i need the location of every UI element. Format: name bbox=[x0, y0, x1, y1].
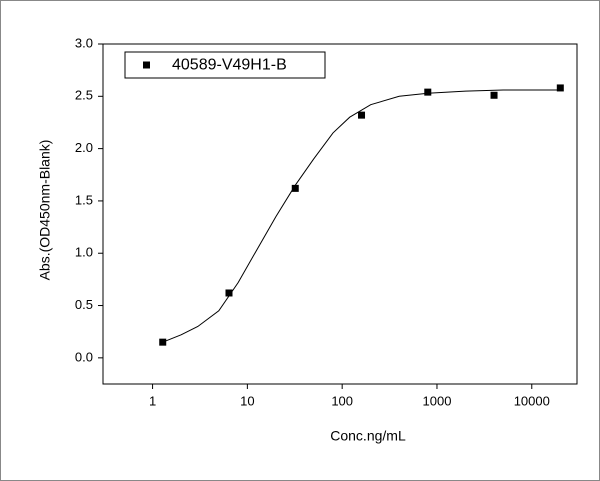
x-tick-label: 10000 bbox=[514, 393, 550, 408]
y-tick-label: 1.5 bbox=[75, 192, 93, 207]
y-axis-label: Abs.(OD450nm-Blank) bbox=[37, 140, 53, 281]
data-point bbox=[291, 184, 299, 192]
x-axis-label: Conc.ng/mL bbox=[330, 428, 406, 444]
y-tick-label: 2.0 bbox=[75, 140, 93, 155]
fit-curve bbox=[162, 89, 561, 343]
y-tick-label: 0.0 bbox=[75, 349, 93, 364]
legend-marker bbox=[143, 61, 150, 69]
y-tick-label: 1.0 bbox=[75, 245, 93, 260]
data-point bbox=[490, 91, 498, 99]
x-tick-label: 100 bbox=[331, 393, 353, 408]
legend-box bbox=[124, 51, 326, 79]
x-tick-label: 1000 bbox=[423, 393, 452, 408]
data-point bbox=[358, 111, 366, 119]
x-tick-label: 10 bbox=[240, 393, 254, 408]
data-point bbox=[159, 338, 167, 346]
legend-label: 40589-V49H1-B bbox=[172, 57, 287, 74]
data-point bbox=[225, 289, 233, 297]
data-point bbox=[556, 84, 564, 92]
y-tick-label: 0.5 bbox=[75, 297, 93, 312]
y-tick-label: 3.0 bbox=[75, 35, 93, 50]
data-point bbox=[424, 88, 432, 96]
x-tick-label: 1 bbox=[149, 393, 156, 408]
y-tick-label: 2.5 bbox=[75, 88, 93, 103]
plot-frame bbox=[102, 43, 578, 385]
